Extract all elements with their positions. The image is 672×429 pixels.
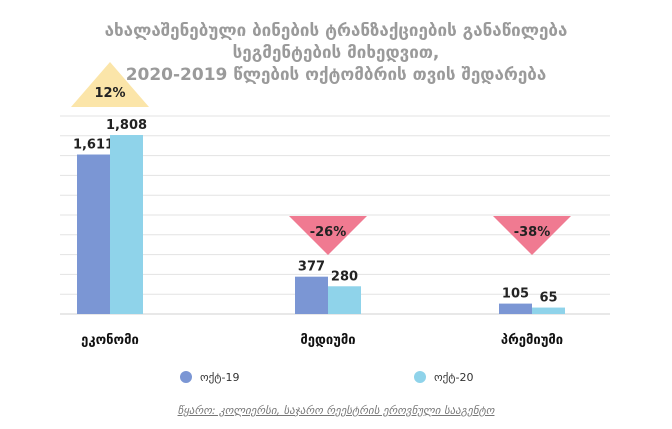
- category-label: ეკონომი: [81, 333, 139, 348]
- legend-label: ოქტ-19: [200, 371, 239, 384]
- data-label: 377: [298, 260, 325, 275]
- category-label: პრემიუმი: [501, 333, 563, 348]
- bar-oct20: [110, 135, 143, 314]
- change-label: 12%: [94, 86, 125, 101]
- change-down-triangle: [493, 216, 571, 255]
- data-label: 1,808: [106, 118, 147, 133]
- data-label: 1,611: [73, 138, 114, 153]
- bar-oct20: [532, 307, 565, 314]
- chart-title-line-2: სეგმენტების მიხედვით,: [232, 43, 440, 63]
- data-label: 105: [502, 287, 529, 302]
- legend-label: ოქტ-20: [434, 371, 473, 384]
- bar-oct20: [328, 286, 361, 314]
- source-note: წყარო: კოლიერსი, საჯარო რეესტრის ეროვნულ…: [177, 404, 495, 417]
- category-label: მედიუმი: [300, 333, 355, 348]
- chart-title-line-3: 2020-2019 წლების ოქტომბრის თვის შედარება: [125, 65, 547, 85]
- legend-marker: [414, 371, 426, 383]
- bar-oct19: [77, 154, 110, 314]
- chart-title: ახალაშენებული ბინების ტრანზაქციების განა…: [0, 20, 672, 86]
- data-label: 65: [539, 291, 557, 306]
- change-label: -26%: [310, 225, 347, 240]
- chart-title-line-1: ახალაშენებული ბინების ტრანზაქციების განა…: [104, 21, 568, 41]
- bar-oct19: [499, 303, 532, 314]
- change-up-triangle: [71, 62, 149, 108]
- change-down-triangle: [289, 216, 367, 255]
- bar-oct19: [295, 276, 328, 314]
- change-label: -38%: [514, 225, 551, 240]
- legend-marker: [180, 371, 192, 383]
- data-label: 280: [331, 269, 358, 284]
